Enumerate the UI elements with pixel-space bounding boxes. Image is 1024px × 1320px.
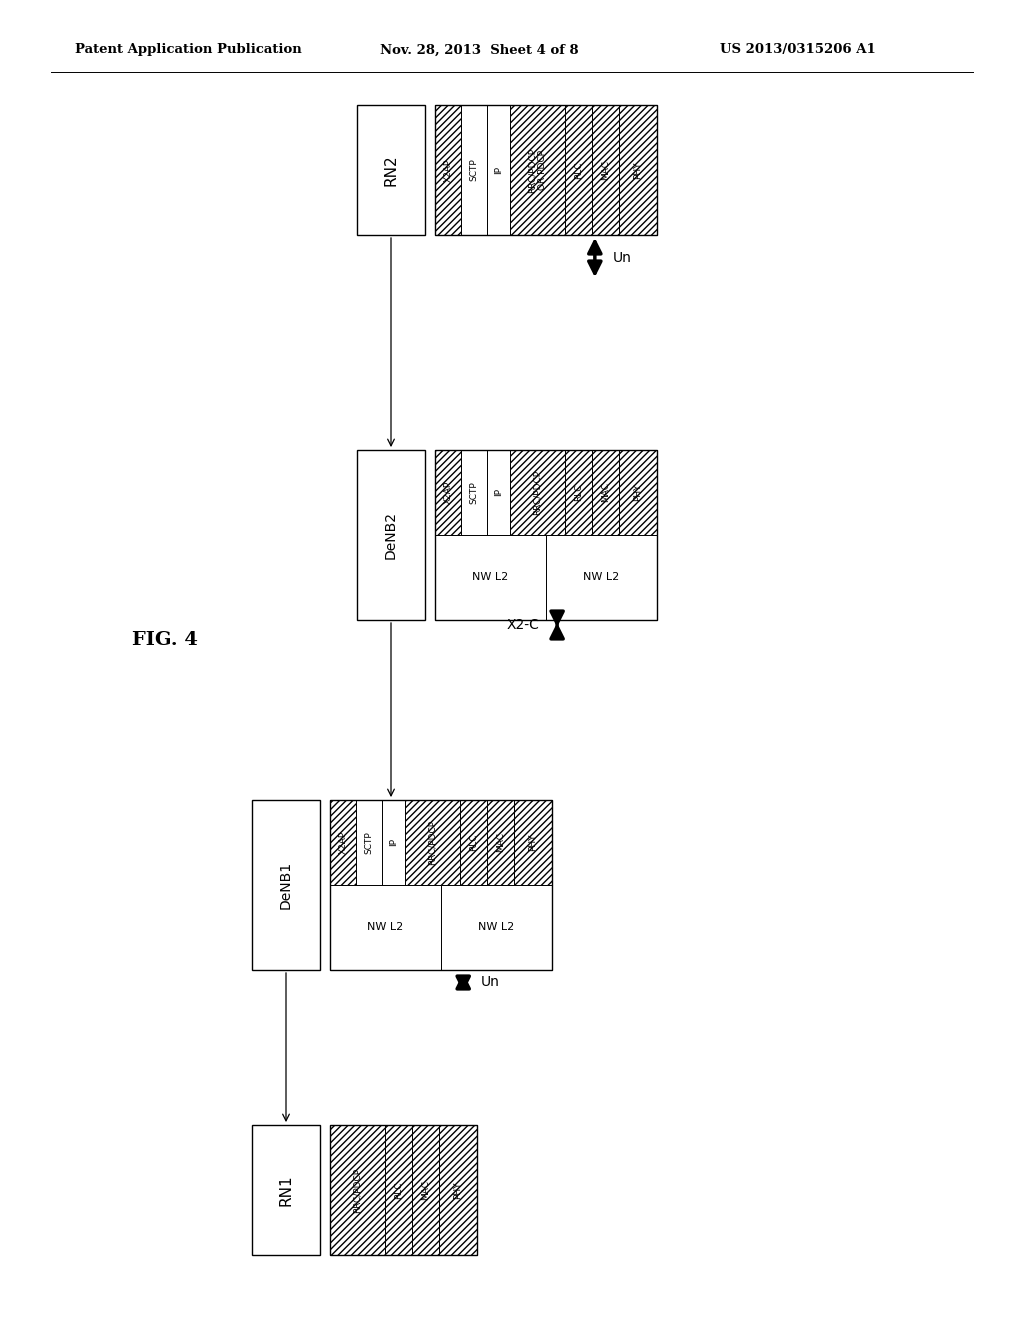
Bar (460, 800, 487, 884)
Bar (435, 450, 657, 620)
Bar (565, 106, 592, 235)
Bar (435, 535, 546, 620)
Text: X2AP: X2AP (443, 158, 453, 182)
Text: RN1: RN1 (279, 1175, 294, 1205)
Text: IP: IP (494, 488, 503, 496)
Text: RRC/PDCP: RRC/PDCP (353, 1167, 362, 1213)
Bar (592, 106, 618, 235)
Bar (435, 106, 657, 235)
Text: PHY: PHY (634, 483, 642, 502)
Bar (514, 800, 552, 884)
Text: PHY: PHY (528, 834, 538, 851)
Bar (330, 1125, 385, 1255)
Bar (487, 450, 510, 535)
Text: IP: IP (494, 166, 503, 174)
Bar (618, 106, 657, 235)
Text: IP: IP (389, 838, 398, 846)
Bar (487, 106, 510, 235)
Text: RLC: RLC (574, 483, 583, 502)
Bar (565, 450, 592, 535)
Text: RLC: RLC (394, 1181, 403, 1199)
Text: FIG. 4: FIG. 4 (132, 631, 198, 649)
Text: NW L2: NW L2 (584, 573, 620, 582)
Bar (510, 106, 565, 235)
Bar (252, 800, 319, 970)
Text: NW L2: NW L2 (472, 573, 509, 582)
Bar (357, 106, 425, 235)
Text: SCTP: SCTP (365, 832, 374, 854)
Bar (382, 800, 406, 884)
Bar (330, 884, 441, 970)
Bar (252, 1125, 319, 1255)
Text: PHY: PHY (634, 161, 642, 178)
Bar (618, 450, 657, 535)
Text: US 2013/0315206 A1: US 2013/0315206 A1 (720, 44, 876, 57)
Bar (330, 800, 356, 884)
Text: X2-C: X2-C (506, 618, 539, 632)
Bar (406, 800, 460, 884)
Text: MAC: MAC (601, 483, 610, 503)
Text: RRC/PDCP
OR PDCP: RRC/PDCP OR PDCP (527, 148, 547, 193)
Text: X2AP: X2AP (339, 830, 347, 854)
Text: RRC/PDCP: RRC/PDCP (428, 820, 437, 865)
Text: MAC: MAC (601, 160, 610, 180)
Text: Patent Application Publication: Patent Application Publication (75, 44, 302, 57)
Text: Nov. 28, 2013  Sheet 4 of 8: Nov. 28, 2013 Sheet 4 of 8 (380, 44, 579, 57)
Text: DeNB2: DeNB2 (384, 511, 398, 558)
Text: RLC: RLC (469, 834, 478, 851)
Text: SCTP: SCTP (469, 480, 478, 504)
Bar (592, 450, 618, 535)
Text: DeNB1: DeNB1 (279, 861, 293, 909)
Text: RRC/PDCP: RRC/PDCP (534, 470, 542, 515)
Bar (435, 106, 461, 235)
Bar (546, 535, 657, 620)
Bar (461, 450, 487, 535)
Bar (510, 450, 565, 535)
Text: RN2: RN2 (384, 154, 398, 186)
Bar (487, 800, 514, 884)
Text: NW L2: NW L2 (478, 923, 515, 932)
Text: MAC: MAC (496, 833, 505, 853)
Text: SCTP: SCTP (469, 158, 478, 181)
Text: MAC: MAC (421, 1180, 430, 1200)
Text: X2AP: X2AP (443, 480, 453, 504)
Text: RLC: RLC (574, 161, 583, 178)
Bar (330, 800, 552, 970)
Text: PHY: PHY (454, 1181, 463, 1199)
Bar (441, 884, 552, 970)
Text: Un: Un (481, 975, 500, 990)
Text: NW L2: NW L2 (368, 923, 403, 932)
Bar (435, 450, 461, 535)
Text: Un: Un (612, 251, 632, 264)
Bar (357, 450, 425, 620)
Bar (356, 800, 382, 884)
Bar (412, 1125, 439, 1255)
Bar (461, 106, 487, 235)
Bar (385, 1125, 412, 1255)
Bar (330, 1125, 477, 1255)
Bar (439, 1125, 477, 1255)
